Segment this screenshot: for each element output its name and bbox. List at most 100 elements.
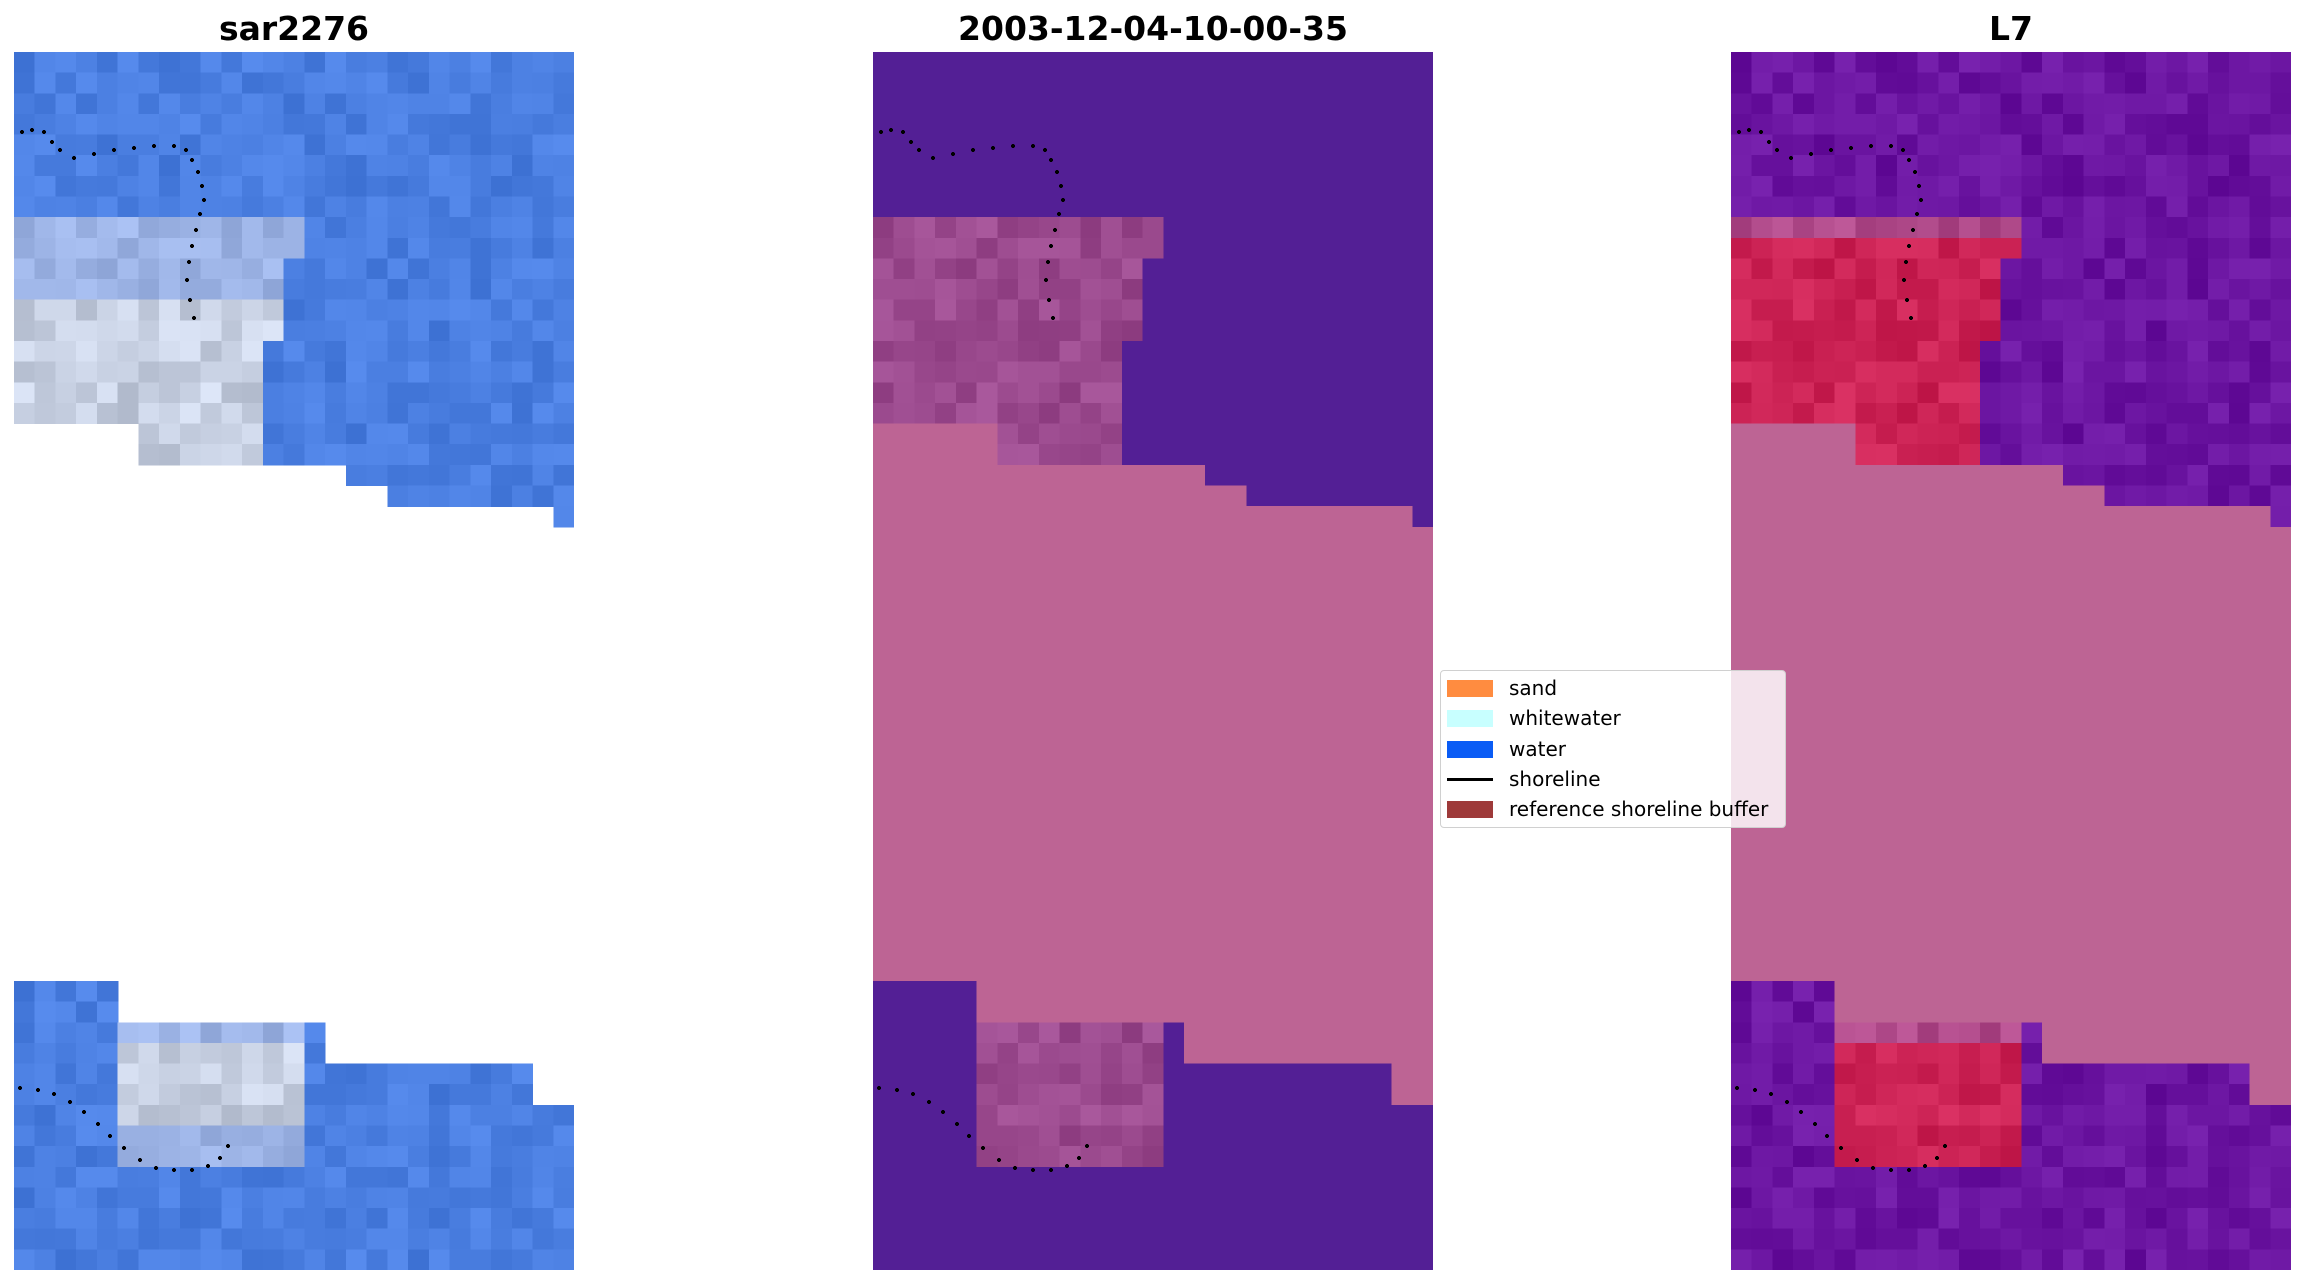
classified-pixel [1329, 691, 1351, 714]
index-pixel [2062, 712, 2085, 734]
index-pixel [1979, 444, 2002, 466]
classified-pixel [1038, 630, 1061, 652]
index-pixel [1751, 196, 1774, 218]
index-pixel [2125, 1125, 2147, 1147]
index-pixel [1731, 1063, 1753, 1085]
index-pixel [1834, 547, 1857, 569]
index-pixel [1979, 237, 2002, 260]
classified-pixel [1350, 609, 1372, 631]
shoreline-dot [1042, 147, 1048, 153]
index-pixel [1731, 568, 1753, 590]
index-pixel [1917, 93, 1940, 115]
index-pixel [2000, 836, 2022, 858]
index-pixel [2021, 774, 2043, 796]
classified-pixel [955, 444, 978, 466]
classified-pixel [1287, 1063, 1310, 1085]
index-pixel [2125, 588, 2147, 610]
classified-pixel [935, 258, 957, 280]
classified-pixel [1287, 691, 1310, 714]
index-pixel [2208, 1084, 2230, 1106]
classified-pixel [935, 526, 957, 549]
index-pixel [1896, 877, 1919, 899]
index-pixel [2187, 1228, 2209, 1250]
index-pixel [2145, 836, 2168, 858]
index-pixel [2208, 526, 2230, 549]
rgb-pixel [532, 299, 554, 321]
classified-pixel [914, 1001, 936, 1023]
classified-pixel [1038, 279, 1061, 301]
classified-pixel [1267, 52, 1289, 74]
classified-pixel [1412, 1084, 1433, 1106]
index-pixel [2083, 526, 2105, 549]
classified-pixel [1142, 836, 1164, 858]
classified-pixel [1101, 299, 1123, 321]
classified-pixel [1142, 464, 1164, 487]
classified-pixel [1329, 630, 1351, 652]
classified-pixel [1329, 485, 1351, 507]
rgb-pixel [14, 52, 36, 74]
index-pixel [2208, 402, 2230, 425]
rgb-pixel [532, 279, 554, 301]
rgb-pixel [200, 258, 223, 280]
index-pixel [2249, 1063, 2271, 1085]
index-pixel [2228, 72, 2251, 94]
classified-pixel [914, 155, 936, 177]
rgb-pixel [96, 279, 119, 301]
classified-pixel [1329, 134, 1351, 156]
index-pixel [1772, 1146, 1794, 1168]
shoreline-dot [201, 197, 207, 203]
classified-pixel [1018, 485, 1040, 507]
index-pixel [1917, 1022, 1940, 1044]
classified-pixel [1018, 175, 1040, 198]
rgb-pixel [470, 1084, 492, 1106]
rgb-pixel [159, 299, 181, 321]
index-pixel [1834, 877, 1857, 899]
rgb-pixel [511, 1208, 534, 1230]
index-pixel [1772, 1228, 1794, 1250]
classified-pixel [1121, 52, 1144, 74]
classified-pixel [1246, 444, 1268, 466]
classified-pixel [1370, 671, 1393, 693]
rgb-pixel [449, 1187, 471, 1209]
index-pixel [2208, 774, 2230, 796]
index-pixel [1834, 815, 1857, 838]
classified-pixel [935, 361, 957, 383]
classified-pixel [997, 650, 1019, 672]
index-pixel [1917, 1104, 1940, 1127]
index-pixel [2125, 299, 2147, 321]
rgb-pixel [262, 361, 285, 383]
rgb-pixel [491, 320, 513, 342]
index-pixel [1855, 52, 1877, 74]
index-pixel [2228, 691, 2251, 714]
index-pixel [1959, 1228, 1981, 1250]
classified-pixel [1412, 630, 1433, 652]
classified-pixel [1163, 1001, 1185, 1023]
index-pixel [2083, 506, 2105, 528]
classified-pixel [1350, 258, 1372, 280]
index-pixel [1959, 1042, 1981, 1065]
index-pixel [1813, 1228, 1836, 1250]
rgb-pixel [117, 72, 140, 94]
index-pixel [1834, 1187, 1857, 1209]
rgb-pixel [242, 155, 264, 177]
rgb-pixel [138, 1063, 160, 1085]
index-pixel [1938, 1042, 1960, 1065]
classified-pixel [914, 320, 936, 342]
index-pixel [2187, 1208, 2209, 1230]
index-pixel [1731, 898, 1753, 920]
classified-pixel [1412, 237, 1433, 260]
classified-pixel [1184, 1249, 1206, 1270]
index-pixel [2208, 795, 2230, 817]
index-pixel [2270, 568, 2291, 590]
rgb-pixel [76, 402, 98, 425]
index-pixel [1896, 1001, 1919, 1023]
index-pixel [1855, 402, 1877, 425]
classified-pixel [1038, 939, 1061, 961]
index-pixel [2104, 1042, 2126, 1065]
index-pixel [2228, 299, 2251, 321]
index-pixel [2062, 485, 2085, 507]
classified-pixel [1225, 836, 1247, 858]
index-pixel [2166, 485, 2188, 507]
classified-pixel [1391, 134, 1413, 156]
classified-pixel [1225, 444, 1247, 466]
